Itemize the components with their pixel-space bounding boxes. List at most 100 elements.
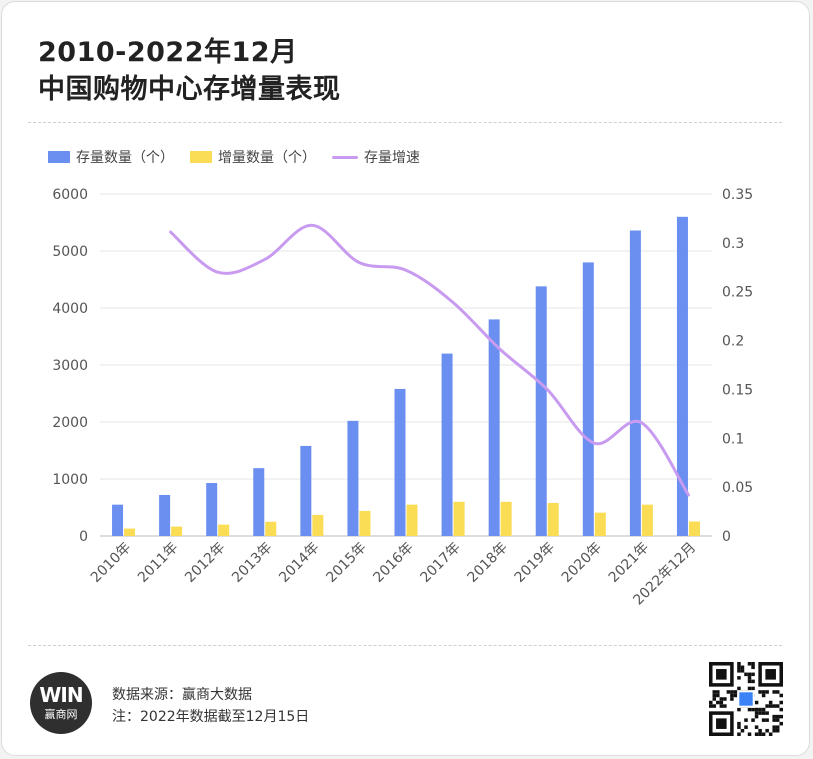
qr-module bbox=[765, 704, 769, 708]
x-tick-label: 2014年 bbox=[276, 540, 322, 586]
qr-module bbox=[754, 725, 759, 729]
data-note: 注：2022年数据截至12月15日 bbox=[112, 709, 310, 725]
qr-module bbox=[765, 718, 769, 722]
qr-module bbox=[754, 711, 759, 715]
qr-finder bbox=[765, 669, 776, 680]
x-tick-label: 2021年 bbox=[606, 540, 652, 586]
bar-increment bbox=[124, 528, 136, 536]
qr-module bbox=[716, 690, 720, 694]
qr-module bbox=[779, 714, 783, 719]
qr-module bbox=[712, 690, 717, 694]
qr-module bbox=[772, 714, 776, 719]
bar-increment bbox=[265, 521, 277, 536]
y-right-tick-label: 0.05 bbox=[722, 480, 753, 496]
qr-module bbox=[719, 697, 724, 701]
qr-module bbox=[765, 711, 769, 715]
qr-module bbox=[719, 704, 724, 708]
legend-swatch-increment bbox=[190, 151, 212, 163]
qr-module bbox=[779, 693, 783, 698]
legend-item-growth: 存量增速 bbox=[332, 147, 420, 167]
chart-legend: 存量数量（个） 增量数量（个） 存量增速 bbox=[48, 146, 436, 168]
y-right-tick-label: 0.35 bbox=[722, 187, 753, 203]
qr-module bbox=[761, 718, 766, 722]
qr-module bbox=[758, 732, 762, 736]
qr-finder bbox=[716, 669, 727, 680]
qr-finder bbox=[716, 718, 727, 729]
qr-module bbox=[768, 732, 773, 736]
qr-module bbox=[726, 690, 731, 694]
legend-label-increment: 增量数量（个） bbox=[218, 150, 316, 166]
qr-module bbox=[779, 700, 783, 705]
bar-stock bbox=[488, 319, 500, 536]
y-right-tick-label: 0.15 bbox=[722, 382, 753, 398]
qr-module bbox=[737, 732, 741, 736]
qr-module bbox=[737, 707, 741, 712]
qr-module bbox=[772, 728, 776, 733]
qr-module bbox=[744, 672, 748, 677]
legend-label-stock: 存量数量（个） bbox=[76, 150, 174, 166]
qr-module bbox=[772, 725, 776, 729]
qr-module bbox=[747, 679, 752, 684]
qr-module bbox=[716, 700, 720, 705]
y-left-tick-label: 4000 bbox=[52, 301, 88, 317]
x-tick-label: 2018年 bbox=[465, 540, 511, 586]
top-divider bbox=[28, 122, 782, 123]
x-tick-label: 2010年 bbox=[88, 540, 134, 586]
y-right-tick-label: 0.2 bbox=[722, 334, 744, 350]
qr-module bbox=[747, 686, 752, 691]
qr-module bbox=[737, 686, 741, 691]
qr-module bbox=[775, 704, 780, 708]
bar-increment bbox=[641, 504, 653, 536]
qr-module bbox=[737, 665, 741, 670]
qr-module bbox=[751, 679, 755, 684]
qr-module bbox=[744, 725, 748, 729]
y-left-tick-label: 1000 bbox=[52, 472, 88, 488]
bar-increment bbox=[406, 504, 418, 536]
qr-module bbox=[775, 718, 780, 722]
qr-module bbox=[712, 697, 717, 701]
qr-module bbox=[719, 700, 724, 705]
y-right-tick-label: 0 bbox=[722, 529, 731, 545]
qr-module bbox=[775, 728, 780, 733]
qr-module bbox=[744, 718, 748, 722]
qr-module bbox=[733, 690, 738, 694]
bar-increment bbox=[453, 501, 465, 536]
bar-stock bbox=[253, 468, 265, 536]
logo-mark: WIN bbox=[39, 682, 83, 707]
qr-module bbox=[716, 693, 720, 698]
x-tick-label: 2013年 bbox=[229, 540, 275, 586]
qr-module bbox=[747, 662, 752, 666]
bar-stock bbox=[582, 262, 594, 536]
line-growth bbox=[169, 223, 690, 497]
qr-module bbox=[758, 728, 762, 733]
bar-increment bbox=[594, 512, 606, 536]
qr-module bbox=[740, 665, 745, 670]
qr-module bbox=[733, 693, 738, 698]
qr-module bbox=[765, 690, 769, 694]
qr-module bbox=[737, 669, 741, 673]
x-tick-label: 2020年 bbox=[559, 540, 605, 586]
bar-increment bbox=[218, 524, 230, 536]
qr-module bbox=[709, 700, 713, 705]
qr-module bbox=[737, 725, 741, 729]
bar-increment bbox=[688, 521, 700, 536]
bar-increment bbox=[500, 501, 512, 536]
legend-swatch-growth bbox=[332, 155, 358, 159]
y-left-tick-label: 5000 bbox=[52, 244, 88, 260]
y-left-tick-label: 6000 bbox=[52, 187, 88, 203]
winshang-logo-icon: WIN 赢商网 bbox=[30, 672, 92, 734]
qr-module bbox=[730, 690, 734, 694]
bar-stock bbox=[629, 230, 641, 537]
qr-code-icon bbox=[709, 662, 783, 736]
qr-module bbox=[747, 732, 752, 736]
qr-module bbox=[775, 725, 780, 729]
qr-module bbox=[761, 711, 766, 715]
bar-stock bbox=[347, 420, 359, 536]
bar-increment bbox=[359, 510, 371, 536]
title-line-2: 中国购物中心存增量表现 bbox=[38, 74, 341, 105]
qr-module bbox=[754, 714, 759, 719]
qr-module bbox=[772, 690, 776, 694]
title-line-1: 2010-2022年12月 bbox=[38, 37, 298, 68]
qr-module bbox=[730, 693, 734, 698]
